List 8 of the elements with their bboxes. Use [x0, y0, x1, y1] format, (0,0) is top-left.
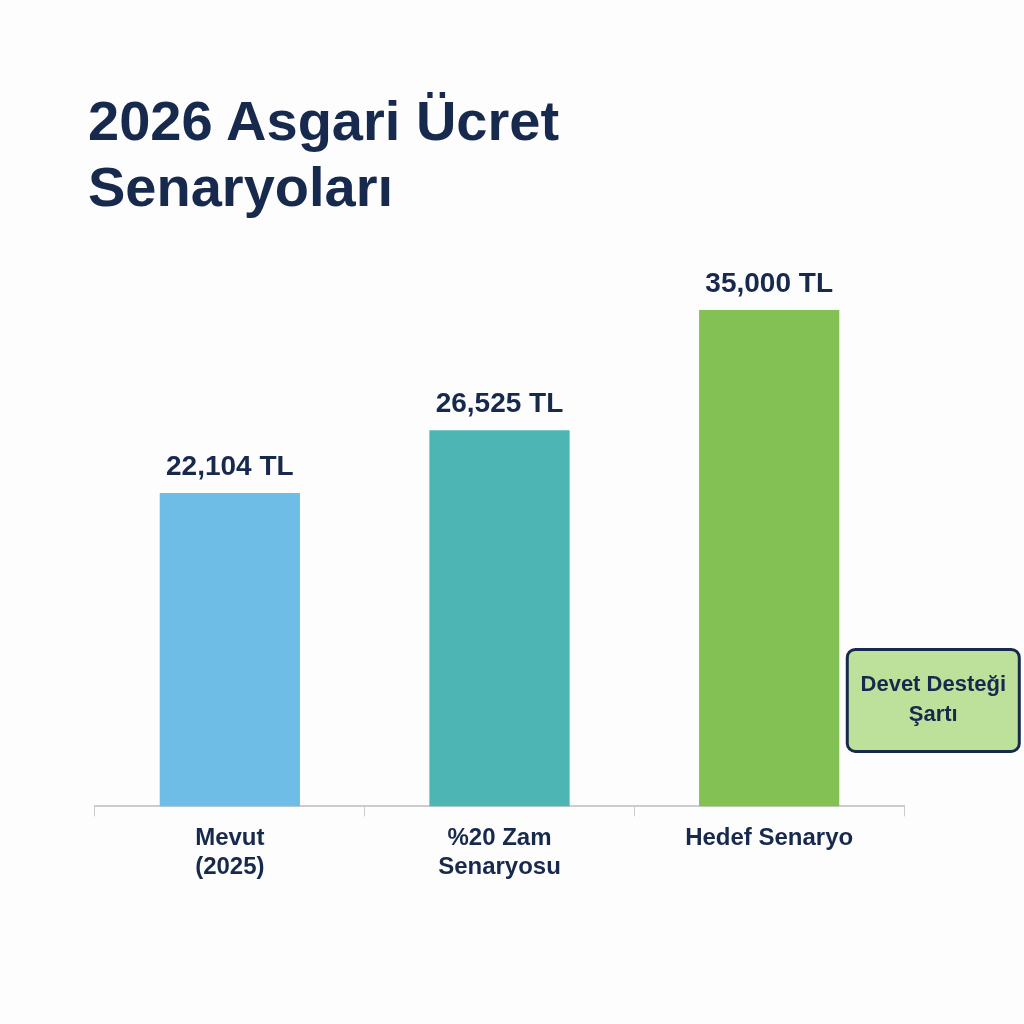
data-label: 22,104 TL	[166, 449, 294, 481]
data-label: 26,525 TL	[435, 386, 564, 418]
x-tick-label: Mevut (2025)	[195, 823, 265, 880]
x-tick-label: Hedef Senaryo	[685, 823, 854, 851]
data-label: 35,000 TL	[705, 266, 833, 298]
x-tick-label: %20 Zam Senaryosu	[438, 823, 561, 880]
chart-title: 2026 Asgari Ücret Senaryoları	[88, 88, 561, 220]
annotation: Devet Desteği Şartı	[860, 671, 1007, 727]
